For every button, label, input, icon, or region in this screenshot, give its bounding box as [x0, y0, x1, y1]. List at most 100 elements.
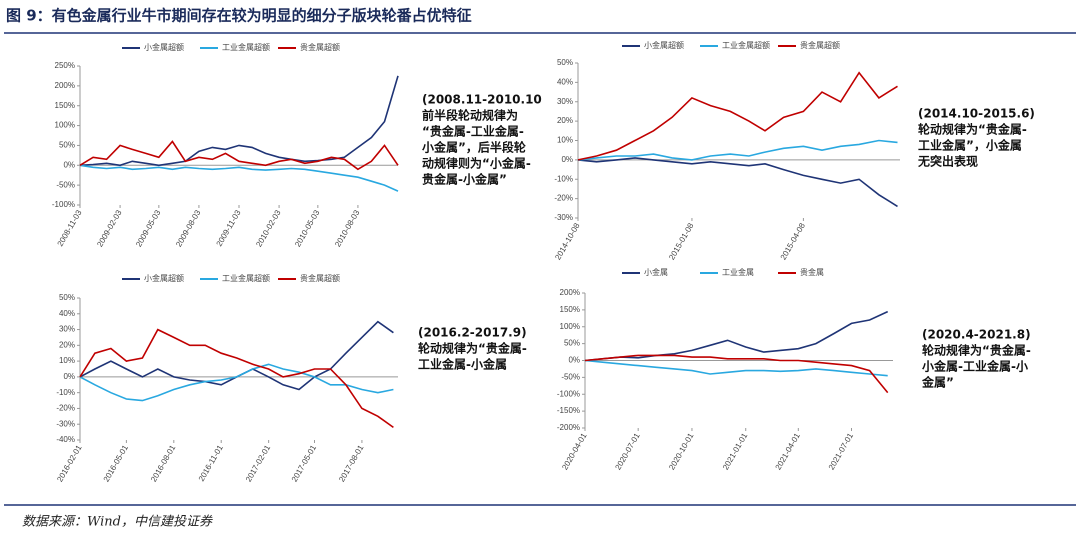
annotation: 无突出表现 [917, 154, 978, 169]
series-line [577, 157, 898, 208]
series-line [79, 140, 399, 171]
y-tick-label: 0% [561, 155, 573, 164]
y-tick-label: -50% [561, 372, 580, 381]
annotation: (2014.10-2015.6) [918, 107, 1035, 121]
y-tick-label: -50% [56, 180, 75, 189]
x-tick-label: 2016-02-01 [55, 443, 84, 483]
series-line [584, 359, 888, 377]
y-tick-label: 150% [560, 305, 580, 314]
y-tick-label: -20% [56, 404, 75, 413]
y-tick-label: 10% [557, 136, 573, 145]
y-tick-label: 0% [63, 160, 75, 169]
legend-label: 工业金属超额 [222, 273, 270, 283]
annotation: 小金属-工业金属-小 [922, 359, 1028, 374]
annotation: 金属” [921, 375, 954, 390]
y-tick-label: 0% [568, 356, 580, 365]
x-tick-label: 2020-10-01 [667, 431, 696, 471]
annotation: 小金属”，后半段轮 [422, 140, 527, 155]
annotation: 工业金属-小金属 [418, 357, 507, 372]
x-tick-label: 2016-08-01 [149, 443, 178, 483]
legend-label: 贵金属超额 [300, 42, 340, 52]
legend-label: 工业金属超额 [222, 42, 270, 52]
annotation: 工业金属”，小金属 [918, 138, 1022, 153]
x-tick-label: 2021-07-01 [827, 431, 856, 471]
legend-label: 小金属超额 [144, 42, 184, 52]
y-tick-label: 50% [557, 58, 573, 67]
y-tick-label: 50% [564, 339, 580, 348]
y-tick-label: -200% [557, 423, 580, 432]
y-tick-label: 100% [560, 322, 580, 331]
series-line [584, 310, 889, 362]
legend-label: 贵金属 [800, 267, 824, 277]
y-tick-label: -150% [557, 406, 580, 415]
y-tick-label: 10% [59, 356, 75, 365]
y-tick-label: 30% [59, 325, 75, 334]
y-tick-label: 150% [55, 101, 75, 110]
legend-label: 小金属超额 [144, 273, 184, 283]
x-tick-label: 2021-01-01 [721, 431, 750, 471]
series-line [79, 320, 394, 391]
legend-label: 工业金属 [722, 267, 754, 277]
y-tick-label: 200% [55, 81, 75, 90]
legend-label: 小金属超额 [644, 40, 684, 50]
legend-label: 贵金属超额 [300, 273, 340, 283]
x-tick-label: 2008-11-03 [56, 208, 84, 248]
series-line [79, 363, 394, 402]
x-tick-label: 2017-08-01 [337, 443, 366, 483]
x-tick-label: 2010-02-03 [254, 208, 283, 248]
x-tick-label: 2021-04-01 [774, 431, 803, 471]
x-tick-label: 2020-07-01 [613, 431, 642, 471]
x-tick-label: 2014-10-08 [553, 221, 582, 261]
y-tick-label: 20% [557, 116, 573, 125]
x-tick-label: 2009-02-03 [95, 208, 124, 248]
y-tick-label: -30% [56, 419, 75, 428]
y-tick-label: 40% [59, 309, 75, 318]
y-tick-label: 200% [560, 288, 580, 297]
annotation: (2008.11-2010.10 [422, 93, 542, 107]
figure-title: 图 9：有色金属行业牛市期间存在较为明显的细分子版块轮番占优特征 [6, 7, 472, 25]
y-tick-label: 20% [59, 340, 75, 349]
y-tick-label: -20% [554, 194, 573, 203]
x-tick-label: 2017-02-01 [244, 443, 273, 483]
annotation: 轮动规律为“贵金属- [918, 122, 1027, 137]
series-line [577, 139, 898, 161]
y-tick-label: 100% [55, 121, 75, 130]
y-tick-label: -10% [554, 174, 573, 183]
y-tick-label: -100% [557, 389, 580, 398]
y-tick-label: 40% [557, 77, 573, 86]
annotation: “贵金属-工业金属- [422, 124, 524, 139]
y-tick-label: 30% [557, 97, 573, 106]
annotation: (2020.4-2021.8) [922, 328, 1031, 342]
x-tick-label: 2020-04-01 [560, 431, 589, 471]
annotation: 轮动规律为“贵金属- [922, 343, 1031, 358]
y-tick-label: 250% [55, 61, 75, 70]
x-tick-label: 2010-05-03 [293, 208, 322, 248]
series-line [584, 354, 889, 394]
y-tick-label: 50% [59, 141, 75, 150]
x-tick-label: 2016-11-01 [197, 443, 225, 483]
annotation: 贵金属-小金属” [422, 172, 507, 187]
y-tick-label: -30% [554, 213, 573, 222]
series-line [79, 328, 394, 429]
x-tick-label: 2015-01-08 [667, 221, 696, 261]
x-tick-label: 2017-05-01 [290, 443, 319, 483]
x-tick-label: 2016-05-01 [102, 443, 131, 483]
series-line [577, 71, 898, 161]
x-tick-label: 2009-05-03 [134, 208, 163, 248]
annotation: (2016.2-2017.9) [418, 326, 527, 340]
legend-label: 贵金属超额 [800, 40, 840, 50]
y-tick-label: 50% [59, 293, 75, 302]
x-tick-label: 2015-04-08 [779, 221, 808, 261]
annotation: 动规律则为“小金属- [422, 156, 531, 171]
y-tick-label: -100% [52, 200, 75, 209]
series-line [79, 75, 399, 167]
legend-label: 工业金属超额 [722, 40, 770, 50]
y-tick-label: -10% [56, 388, 75, 397]
annotation: 轮动规律为“贵金属- [418, 341, 527, 356]
x-tick-label: 2010-08-03 [333, 208, 362, 248]
y-tick-label: 0% [63, 372, 75, 381]
y-tick-label: -40% [56, 435, 75, 444]
x-tick-label: 2009-08-03 [174, 208, 203, 248]
legend-label: 小金属 [644, 267, 668, 277]
